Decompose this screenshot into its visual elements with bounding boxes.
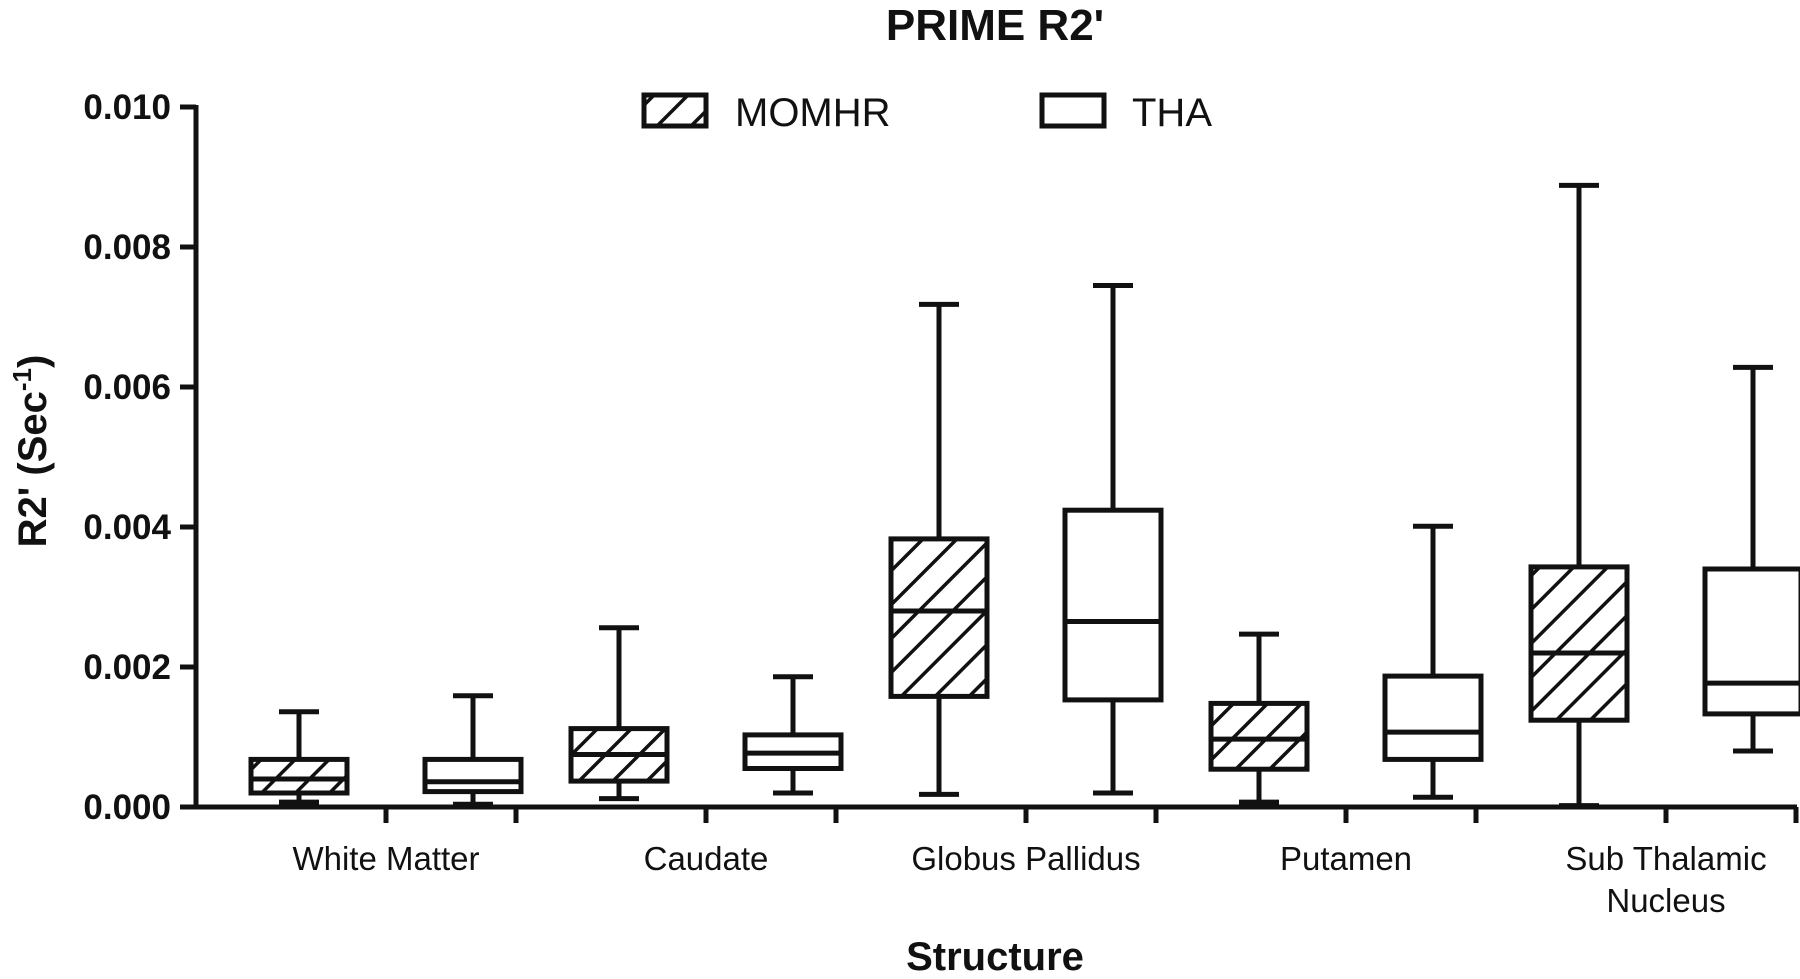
legend-swatch-tha (1039, 92, 1107, 129)
box-tha-2 (1062, 283, 1164, 796)
legend: MOMHR THA (641, 91, 1212, 135)
box-iqr (1208, 700, 1310, 772)
y-tick-label: 0.006 (83, 368, 171, 407)
legend-label-momhr: MOMHR (735, 91, 891, 135)
y-axis-title-superscript: -1 (7, 368, 37, 391)
y-axis: 0.000 0.002 0.004 0.006 0.008 0.010 (83, 88, 199, 827)
x-tick-label: Globus Pallidus (911, 840, 1140, 877)
x-tick-label-line: White Matter (292, 840, 479, 877)
box-iqr (1528, 564, 1630, 723)
x-axis-title: Structure (906, 935, 1084, 979)
legend-label-tha: THA (1132, 91, 1212, 135)
y-tick-label: 0.008 (83, 228, 171, 267)
box-iqr (1062, 507, 1164, 703)
x-tick-label: Putamen (1280, 840, 1412, 877)
box-momhr-3 (1208, 631, 1310, 805)
box-iqr (248, 756, 350, 796)
chart-title: PRIME R2' (886, 1, 1104, 50)
x-tick-label-line: Caudate (644, 840, 769, 877)
y-tick-label: 0.004 (83, 508, 171, 547)
box-iqr (1382, 673, 1484, 762)
x-tick-label: Caudate (644, 840, 769, 877)
y-tick-label: 0.000 (83, 788, 171, 827)
box-momhr-1 (568, 625, 670, 802)
plot-area (248, 182, 1800, 809)
x-tick-label-line: Sub Thalamic (1565, 840, 1766, 877)
box-momhr-0 (248, 709, 350, 805)
x-tick-label-line: Putamen (1280, 840, 1412, 877)
x-tick-label-line: Globus Pallidus (911, 840, 1140, 877)
x-tick-label: Sub Thalamic Nucleus (1565, 840, 1766, 919)
box-momhr-2 (888, 301, 990, 797)
box-tha-0 (422, 693, 524, 807)
y-tick-label: 0.002 (83, 648, 171, 687)
box-tha-3 (1382, 523, 1484, 800)
box-tha-4 (1702, 364, 1800, 754)
box-momhr-4 (1528, 182, 1630, 809)
x-axis: White Matter Caudate Globus Pallidus Putame… (194, 804, 1799, 919)
x-tick-label: White Matter (292, 840, 479, 877)
box-iqr (422, 756, 524, 795)
box-iqr (1702, 566, 1800, 717)
y-tick-label: 0.010 (83, 88, 171, 127)
x-tick-label-line: Nucleus (1606, 882, 1725, 919)
legend-swatch-momhr (641, 92, 709, 129)
y-axis-title-close: ) (11, 355, 55, 368)
box-tha-1 (742, 674, 844, 796)
box-iqr (888, 536, 990, 699)
y-axis-title: R2' (Sec-1) (7, 355, 55, 548)
y-axis-title-text: R2' (Sec (11, 391, 55, 547)
